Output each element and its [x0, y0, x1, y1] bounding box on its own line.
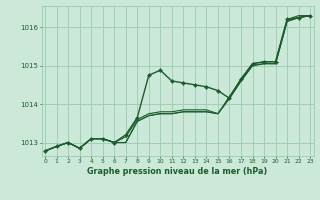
X-axis label: Graphe pression niveau de la mer (hPa): Graphe pression niveau de la mer (hPa) [87, 167, 268, 176]
